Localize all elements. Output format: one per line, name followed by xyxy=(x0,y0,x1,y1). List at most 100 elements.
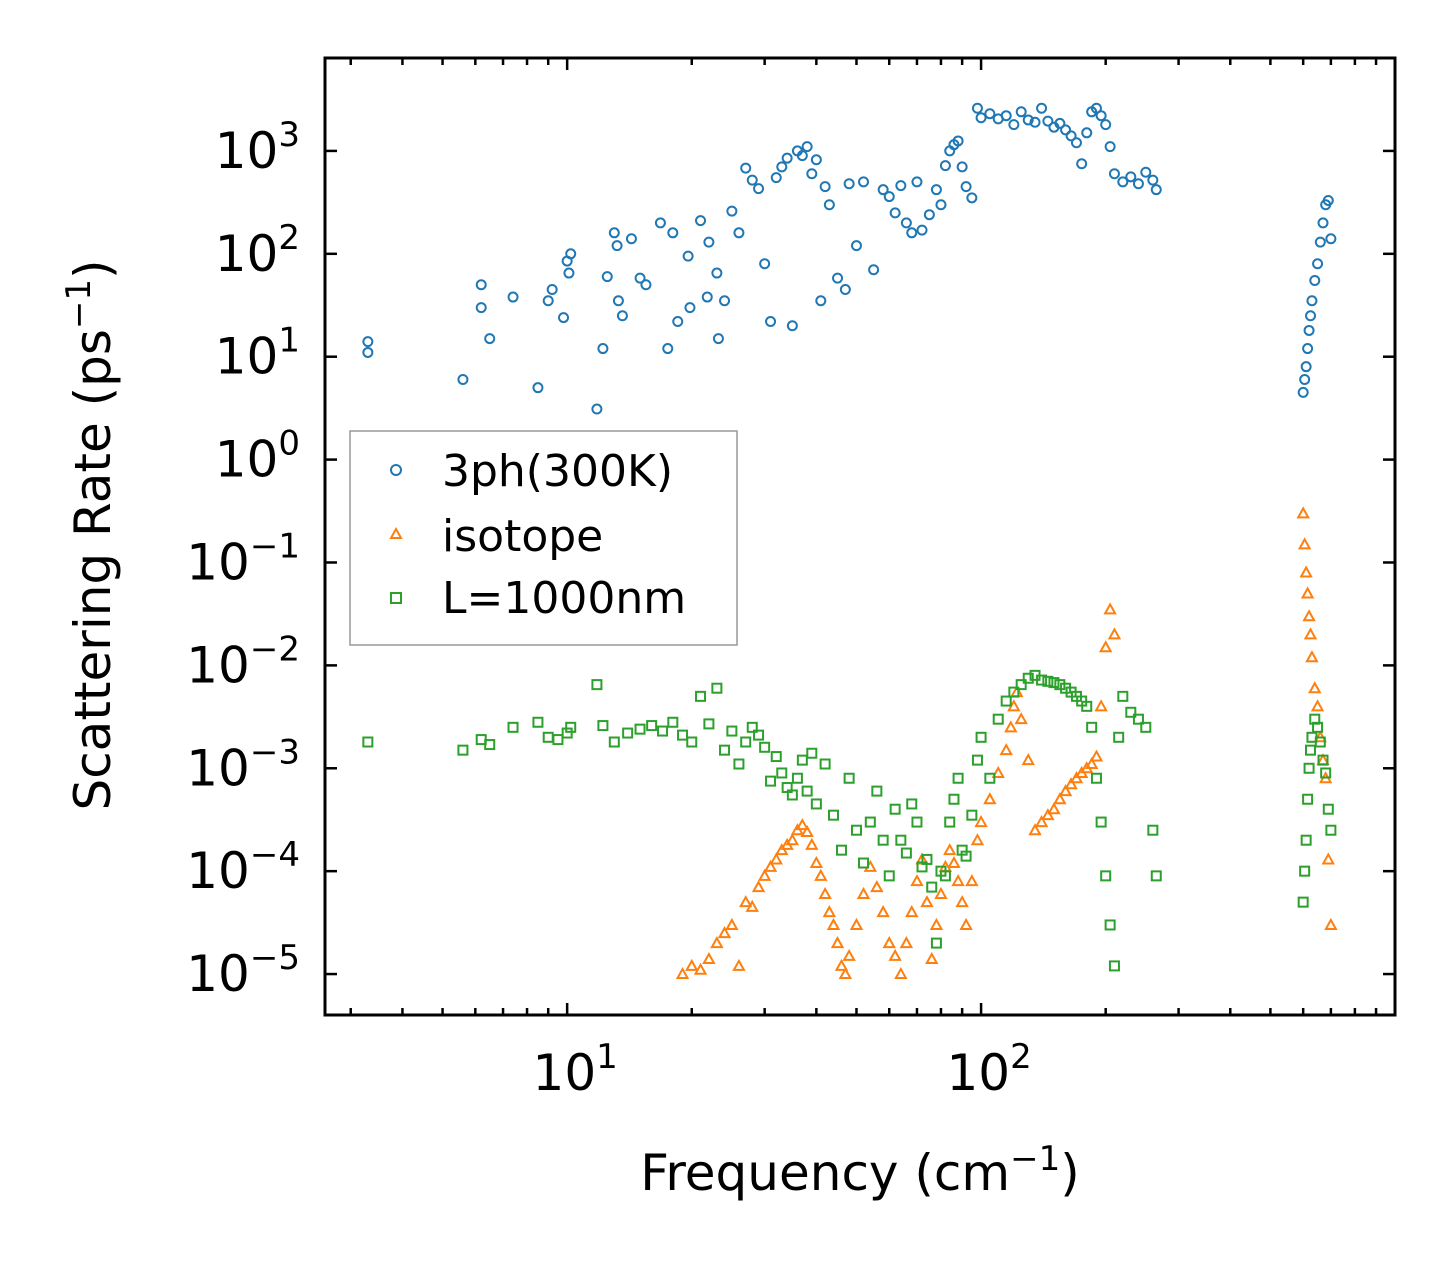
point-l-1000nm-91 xyxy=(1113,731,1125,743)
point-3ph-300k--37 xyxy=(733,227,745,239)
point-l-1000nm-15 xyxy=(646,720,658,732)
point-isotope-4 xyxy=(710,936,724,949)
y-tick-label: 10−3 xyxy=(186,732,300,797)
point-3ph-300k--34 xyxy=(712,333,724,345)
point-isotope-16 xyxy=(785,833,800,846)
point-3ph-300k--16 xyxy=(601,271,613,283)
point-isotope-83 xyxy=(1302,609,1316,622)
point-l-1000nm-101 xyxy=(1302,793,1314,805)
point-3ph-300k--59 xyxy=(858,176,870,188)
point-isotope-73 xyxy=(1084,756,1099,770)
point-3ph-300k--108 xyxy=(1150,184,1162,196)
point-isotope-68 xyxy=(1058,784,1073,797)
point-l-1000nm-69 xyxy=(984,772,996,784)
point-3ph-300k--102 xyxy=(1108,168,1120,180)
point-isotope-78 xyxy=(1107,627,1122,640)
point-l-1000nm-87 xyxy=(1095,816,1107,828)
point-3ph-300k--104 xyxy=(1125,171,1137,183)
point-3ph-300k--48 xyxy=(796,150,808,162)
point-3ph-300k--40 xyxy=(753,183,765,195)
point-isotope-65 xyxy=(1041,808,1055,821)
point-3ph-300k--121 xyxy=(1322,194,1334,206)
point-3ph-300k--113 xyxy=(1303,324,1315,336)
point-l-1000nm-44 xyxy=(850,824,862,836)
point-l-1000nm-109 xyxy=(1320,767,1332,779)
point-l-1000nm-68 xyxy=(975,731,987,743)
point-isotope-26 xyxy=(830,936,845,949)
point-isotope-0 xyxy=(675,966,690,980)
point-l-1000nm-39 xyxy=(810,798,822,810)
point-l-1000nm-49 xyxy=(883,870,895,882)
point-l-1000nm-96 xyxy=(1147,824,1159,836)
point-l-1000nm-58 xyxy=(930,937,942,949)
point-isotope-12 xyxy=(763,859,778,872)
point-l-1000nm-50 xyxy=(889,803,901,815)
point-isotope-92 xyxy=(1324,917,1338,930)
point-3ph-300k--3 xyxy=(475,279,487,291)
point-3ph-300k--39 xyxy=(746,174,758,186)
point-isotope-19 xyxy=(800,824,814,838)
point-l-1000nm-89 xyxy=(1104,919,1116,931)
point-3ph-300k--103 xyxy=(1117,176,1129,188)
point-l-1000nm-70 xyxy=(992,713,1004,725)
point-isotope-74 xyxy=(1089,749,1104,762)
point-l-1000nm-74 xyxy=(1022,672,1034,684)
point-3ph-300k--49 xyxy=(801,141,813,153)
point-3ph-300k--94 xyxy=(1070,137,1082,149)
point-isotope-81 xyxy=(1299,565,1313,578)
point-3ph-300k--32 xyxy=(703,236,715,248)
point-l-1000nm-3 xyxy=(484,739,496,751)
point-l-1000nm-30 xyxy=(765,775,777,787)
legend-label-boundary: L=1000nm xyxy=(442,573,686,624)
point-l-1000nm-35 xyxy=(791,772,803,784)
point-3ph-300k--63 xyxy=(889,207,901,219)
point-isotope-37 xyxy=(894,966,908,980)
point-l-1000nm-62 xyxy=(948,793,960,805)
point-isotope-18 xyxy=(795,818,810,831)
point-3ph-300k--45 xyxy=(781,152,793,164)
point-3ph-300k--1 xyxy=(362,346,374,358)
point-l-1000nm-92 xyxy=(1117,690,1129,702)
point-3ph-300k--69 xyxy=(923,209,935,221)
point-isotope-75 xyxy=(1094,699,1108,712)
tick-labels: 10−5 10−4 10−3 10−2 10−1 100 101 102 103 101 102 xyxy=(186,115,1031,1102)
point-l-1000nm-88 xyxy=(1100,870,1112,882)
point-3ph-300k--80 xyxy=(975,112,987,124)
point-3ph-300k--117 xyxy=(1312,258,1324,270)
point-isotope-52 xyxy=(965,874,979,887)
point-isotope-31 xyxy=(856,886,871,899)
point-l-1000nm-98 xyxy=(1297,896,1309,908)
point-3ph-300k--92 xyxy=(1060,124,1072,136)
point-isotope-8 xyxy=(739,895,753,908)
point-3ph-300k--86 xyxy=(1022,114,1034,126)
point-3ph-300k--71 xyxy=(935,199,947,211)
point-isotope-69 xyxy=(1064,777,1078,790)
point-l-1000nm-95 xyxy=(1140,721,1152,733)
point-isotope-13 xyxy=(769,852,783,865)
point-l-1000nm-22 xyxy=(711,682,723,694)
point-l-1000nm-86 xyxy=(1090,772,1102,784)
point-isotope-91 xyxy=(1321,852,1335,865)
point-l-1000nm-61 xyxy=(944,816,956,828)
point-3ph-300k--119 xyxy=(1317,217,1329,229)
point-3ph-300k--15 xyxy=(597,343,609,355)
point-3ph-300k--28 xyxy=(682,250,694,262)
point-l-1000nm-28 xyxy=(753,729,765,741)
point-l-1000nm-38 xyxy=(806,747,818,759)
point-isotope-30 xyxy=(849,917,864,930)
point-l-1000nm-65 xyxy=(960,850,972,862)
plot-frame xyxy=(323,56,1397,1017)
point-3ph-300k--118 xyxy=(1314,236,1326,248)
point-l-1000nm-99 xyxy=(1299,865,1311,877)
point-3ph-300k--109 xyxy=(1297,386,1309,398)
point-l-1000nm-13 xyxy=(622,727,634,739)
point-3ph-300k--106 xyxy=(1140,166,1152,178)
point-3ph-300k--18 xyxy=(611,240,623,252)
point-3ph-300k--87 xyxy=(1029,116,1041,128)
point-l-1000nm-42 xyxy=(835,844,847,856)
point-3ph-300k--22 xyxy=(634,272,646,284)
y-tick-label: 100 xyxy=(215,424,300,489)
point-3ph-300k--21 xyxy=(625,233,637,245)
point-l-1000nm-94 xyxy=(1132,713,1144,725)
